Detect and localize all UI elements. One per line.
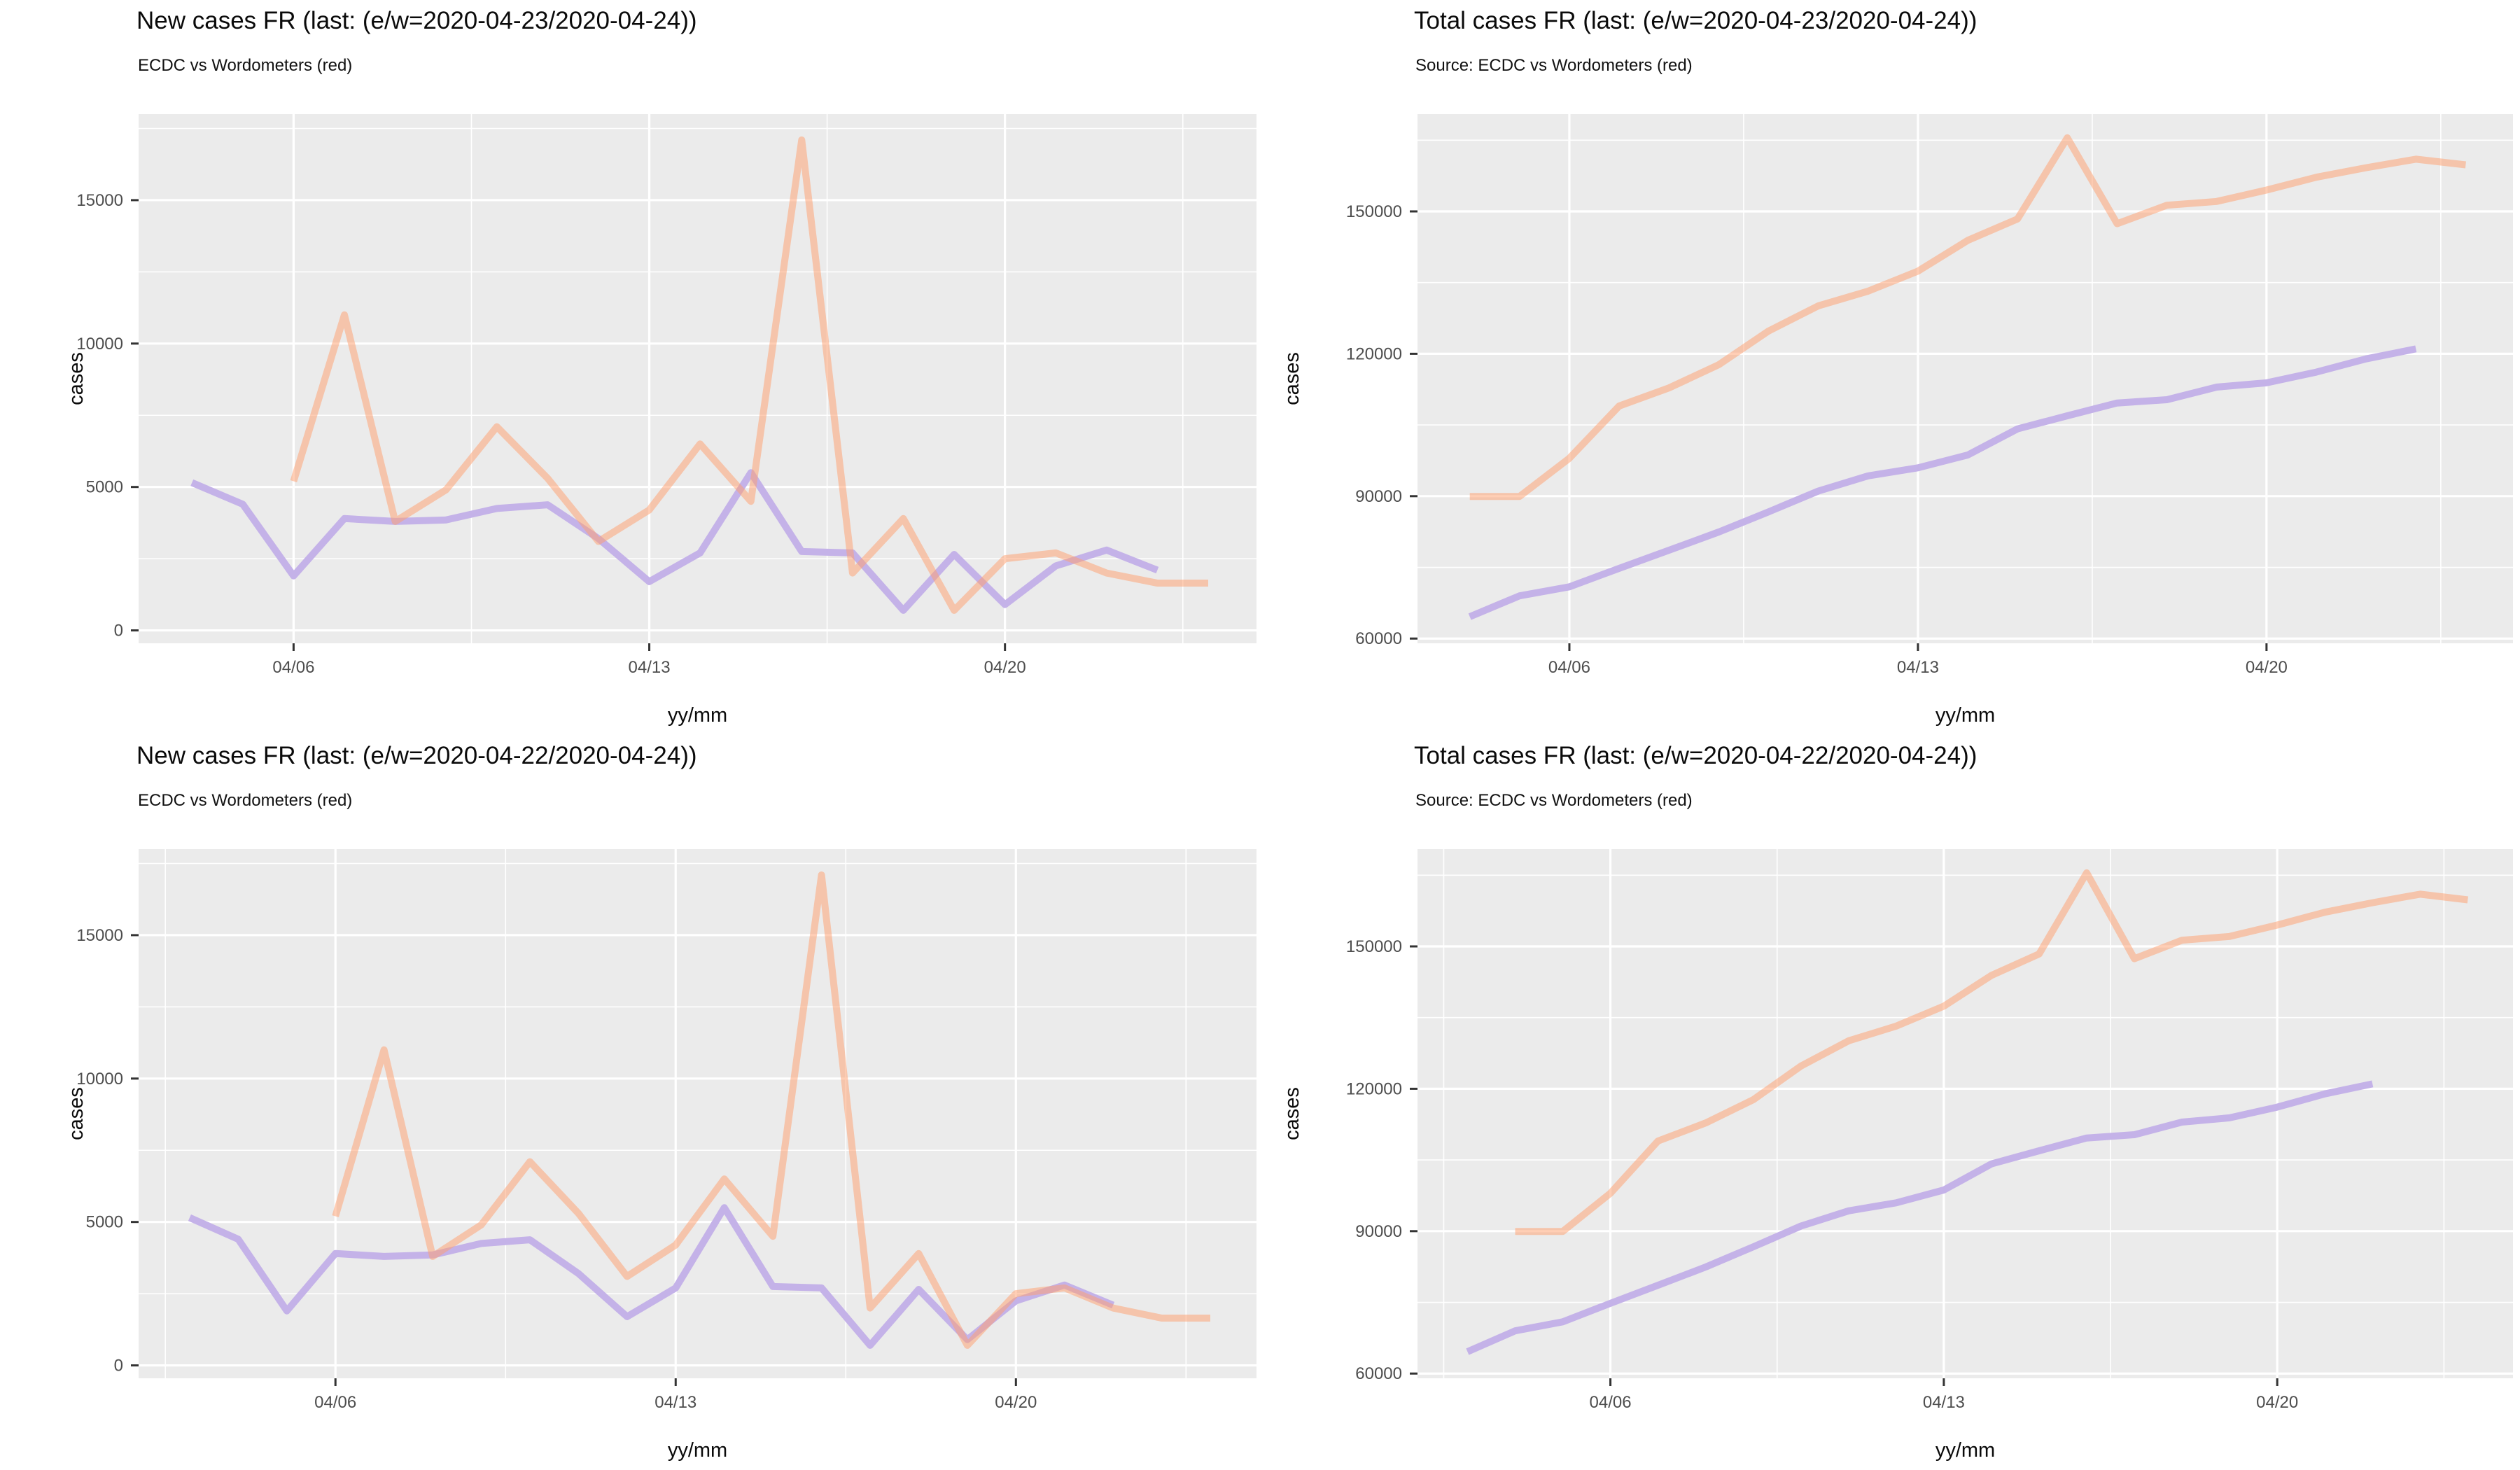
x-tick-label: 04/20 (984, 658, 1026, 677)
panel-background (1418, 114, 2513, 643)
y-tick-label: 150000 (1346, 937, 1402, 956)
x-tick-label: 04/13 (1923, 1393, 1965, 1412)
y-tick-label: 90000 (1355, 1222, 1402, 1241)
chart-subtitle: Source: ECDC vs Wordometers (red) (1415, 791, 1693, 810)
x-tick-label: 04/13 (654, 1393, 696, 1412)
chart-title: New cases FR (last: (e/w=2020-04-22/2020… (136, 742, 697, 769)
y-tick-label: 5000 (86, 1213, 123, 1232)
plot-canvas: 04/06 04/13 04/20 0 5000 10000 15000 yy/mm cases (65, 849, 1256, 1462)
x-axis-label: yy/mm (668, 704, 727, 727)
y-tick-label: 90000 (1355, 487, 1402, 506)
plot-canvas: 04/06 04/13 04/20 60000 90000 120000 150000 yy/… (1281, 849, 2513, 1462)
y-tick-label: 120000 (1346, 1079, 1402, 1098)
y-tick-label: 0 (114, 622, 123, 640)
x-axis-label: yy/mm (668, 1439, 727, 1462)
x-axis-label: yy/mm (1935, 704, 1995, 727)
series-line-worldometers (1469, 134, 2466, 500)
chart-title: New cases FR (last: (e/w=2020-04-23/2020… (136, 7, 697, 34)
x-tick-label: 04/13 (1897, 658, 1939, 677)
y-axis-label: cases (1281, 1087, 1303, 1140)
y-tick-label: 120000 (1346, 344, 1402, 363)
chart-total-cases-e0422: Total cases FR (last: (e/w=2020-04-22/20… (1260, 735, 2520, 1470)
x-tick-label: 04/06 (1590, 1393, 1632, 1412)
x-tick-label: 04/06 (272, 658, 314, 677)
series-line-ecdc (190, 469, 1159, 614)
y-axis-label: cases (65, 1087, 88, 1140)
x-tick-label: 04/06 (314, 1393, 356, 1412)
x-tick-label: 04/20 (2246, 658, 2288, 677)
series-line-worldometers (332, 871, 1210, 1349)
chart-subtitle: ECDC vs Wordometers (red) (138, 791, 353, 810)
panel-background (1418, 849, 2513, 1378)
x-axis-label: yy/mm (1935, 1439, 1995, 1462)
y-tick-label: 10000 (76, 1070, 123, 1088)
y-tick-label: 5000 (86, 478, 123, 497)
x-tick-label: 04/20 (2256, 1393, 2298, 1412)
y-tick-label: 15000 (76, 191, 123, 210)
y-tick-label: 10000 (76, 335, 123, 354)
y-tick-label: 15000 (76, 926, 123, 945)
chart-title: Total cases FR (last: (e/w=2020-04-22/20… (1414, 742, 1977, 769)
y-tick-label: 0 (114, 1357, 123, 1376)
plot-canvas: 04/06 04/13 04/20 0 5000 10000 15000 yy/mm cases (65, 114, 1256, 727)
chart-total-cases-e0423: Total cases FR (last: (e/w=2020-04-23/20… (1260, 0, 2520, 735)
series-line-ecdc (1468, 345, 2417, 620)
x-tick-label: 04/13 (629, 658, 671, 677)
y-tick-label: 150000 (1346, 202, 1402, 221)
chart-new-cases-e0422: New cases FR (last: (e/w=2020-04-22/2020… (0, 735, 1260, 1470)
y-tick-label: 60000 (1355, 1364, 1402, 1383)
y-axis-label: cases (65, 352, 88, 405)
chart-title: Total cases FR (last: (e/w=2020-04-23/20… (1414, 7, 1977, 34)
chart-subtitle: Source: ECDC vs Wordometers (red) (1415, 56, 1693, 75)
y-axis-label: cases (1281, 352, 1303, 405)
x-tick-label: 04/20 (995, 1393, 1037, 1412)
plot-canvas: 04/06 04/13 04/20 60000 90000 120000 150000 yy/… (1281, 114, 2513, 727)
x-tick-label: 04/06 (1548, 658, 1590, 677)
chart-new-cases-e0423: New cases FR (last: (e/w=2020-04-23/2020… (0, 0, 1260, 735)
series-line-ecdc (1466, 1080, 2374, 1355)
series-line-worldometers (1515, 869, 2468, 1236)
y-tick-label: 60000 (1355, 629, 1402, 648)
series-line-worldometers (290, 136, 1208, 614)
chart-subtitle: ECDC vs Wordometers (red) (138, 56, 353, 75)
